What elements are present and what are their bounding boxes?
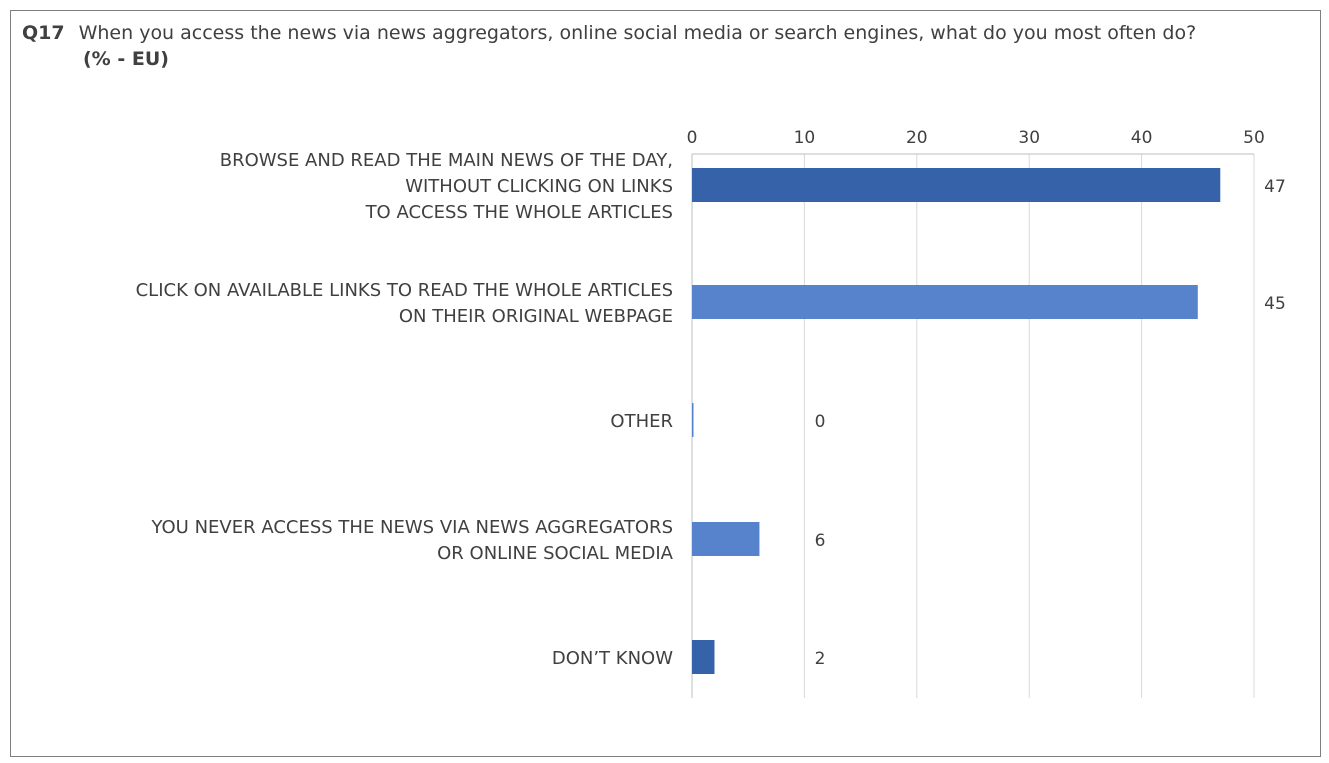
- x-tick-label: 30: [1018, 128, 1040, 148]
- category-label: WITHOUT CLICKING ON LINKS: [405, 176, 673, 197]
- question-text: When you access the news via news aggreg…: [78, 22, 1197, 44]
- bar: [692, 168, 1221, 202]
- category-label: TO ACCESS THE WHOLE ARTICLES: [365, 202, 673, 223]
- x-tick-label: 10: [794, 128, 816, 148]
- bar: [692, 403, 694, 437]
- chart-frame: [10, 10, 1321, 757]
- x-tick-label: 0: [687, 128, 698, 148]
- x-tick-label: 20: [906, 128, 928, 148]
- category-label: CLICK ON AVAILABLE LINKS TO READ THE WHO…: [136, 280, 673, 301]
- category-label: ON THEIR ORIGINAL WEBPAGE: [399, 306, 673, 327]
- question-block: Q17 When you access the news via news agg…: [22, 20, 1312, 72]
- x-tick-label: 40: [1131, 128, 1153, 148]
- bar: [692, 640, 715, 674]
- category-label: YOU NEVER ACCESS THE NEWS VIA NEWS AGGRE…: [151, 517, 674, 538]
- x-tick-label: 50: [1243, 128, 1265, 148]
- category-label: BROWSE AND READ THE MAIN NEWS OF THE DAY…: [220, 150, 673, 171]
- data-label: 47: [1264, 177, 1286, 197]
- category-label: OR ONLINE SOCIAL MEDIA: [437, 543, 674, 564]
- bar: [692, 285, 1198, 319]
- data-label: 0: [815, 412, 826, 432]
- data-label: 45: [1264, 294, 1286, 314]
- category-label: OTHER: [610, 411, 673, 432]
- chart-subtitle: (% - EU): [83, 48, 169, 70]
- data-label: 2: [815, 649, 826, 669]
- data-label: 6: [815, 531, 826, 551]
- bar: [692, 522, 760, 556]
- question-number: Q17: [22, 22, 65, 44]
- category-label: DON’T KNOW: [552, 648, 673, 669]
